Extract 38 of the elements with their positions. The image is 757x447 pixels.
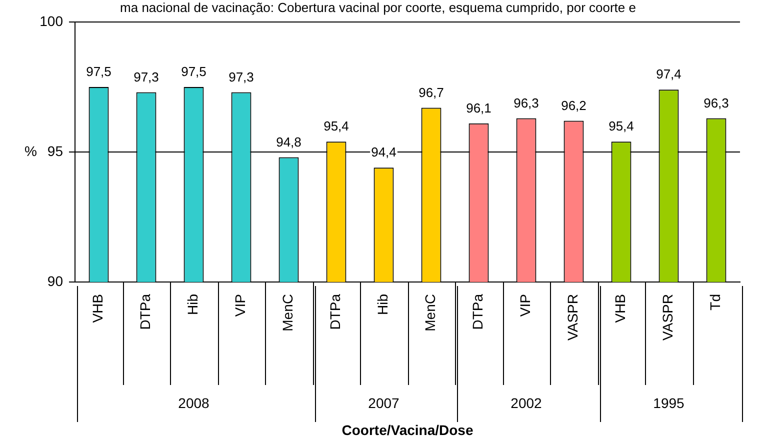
y-tick-label: 90 xyxy=(47,272,64,289)
x-tick-label: VASPR xyxy=(564,294,581,340)
series-label: 2008 xyxy=(178,394,210,411)
data-label: 96,3 xyxy=(514,95,539,110)
x-tick-label: VIP xyxy=(517,294,534,317)
x-tick-label: MenC xyxy=(422,294,438,332)
data-label: 97,5 xyxy=(86,64,112,80)
data-label: 97,3 xyxy=(134,69,159,84)
series-label: 2002 xyxy=(510,394,542,411)
x-tick-label: Td xyxy=(707,294,724,310)
chart-title: ma nacional de vacinação: Cobertura vacinal por coorte, esquema cumprido, por coorte e xyxy=(120,0,636,15)
data-label: 94,4 xyxy=(371,144,396,160)
y-tick-label: 100 xyxy=(40,12,64,29)
x-tick-label: Hib xyxy=(184,294,201,316)
x-tick-label: DTPa xyxy=(327,294,344,330)
x-tick-label: VHB xyxy=(612,294,628,323)
y-axis-title: % xyxy=(24,142,37,159)
data-label: 96,3 xyxy=(704,95,729,110)
data-label: 94,8 xyxy=(276,134,302,150)
x-tick-label: Hib xyxy=(374,294,391,316)
x-tick-label: VASPR xyxy=(660,294,676,340)
x-tick-label: VHB xyxy=(90,294,106,323)
series-label: 2007 xyxy=(368,394,400,411)
data-label: 97,5 xyxy=(181,64,206,80)
x-tick-label: MenC xyxy=(280,294,296,332)
y-tick-label: 95 xyxy=(47,142,64,159)
data-label: 97,4 xyxy=(656,66,682,82)
data-label: 96,2 xyxy=(561,98,586,113)
data-label: 95,4 xyxy=(608,118,634,134)
data-label: 96,1 xyxy=(466,100,492,116)
text: Coorte/Vacina/Dose xyxy=(342,422,474,438)
series-label: 1995 xyxy=(653,394,685,411)
data-label: 96,7 xyxy=(418,84,444,100)
x-tick-label: VIP xyxy=(232,294,248,317)
x-tick-label: DTPa xyxy=(470,294,486,330)
data-label: 97,3 xyxy=(228,69,254,84)
x-tick-label: DTPa xyxy=(137,294,154,330)
data-label: 95,4 xyxy=(324,118,349,134)
